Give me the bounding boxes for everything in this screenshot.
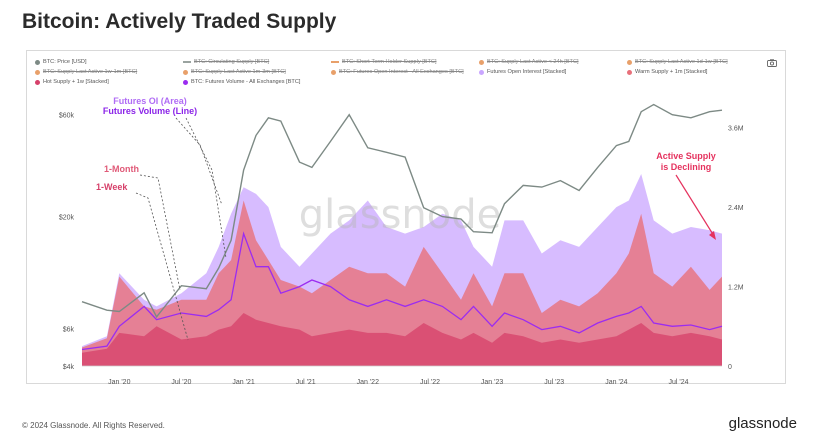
x-tick-label: Jan '20	[108, 379, 130, 386]
camera-icon[interactable]	[767, 59, 777, 67]
copyright-footer: © 2024 Glassnode. All Rights Reserved.	[22, 421, 165, 430]
legend-swatch	[183, 61, 191, 63]
legend-swatch	[35, 79, 40, 85]
legend-item[interactable]: BTC: Supply Last Active < 24h [BTC]	[479, 59, 627, 65]
legend: BTC: Price [USD] BTC: Circulating Supply …	[35, 57, 775, 87]
legend-swatch	[331, 61, 339, 63]
x-tick-label: Jul '22	[420, 379, 440, 386]
right-axis-tick-label: 1.2M	[728, 285, 744, 292]
legend-item[interactable]: BTC: Supply Last Active 1m-3m [BTC]	[183, 69, 331, 75]
legend-label: BTC: Supply Last Active 1m-3m [BTC]	[191, 69, 286, 75]
brand-logo: glassnode	[728, 415, 797, 432]
legend-swatch	[331, 69, 336, 75]
legend-swatch	[35, 59, 40, 65]
left-axis-tick-label: $60k	[59, 113, 75, 120]
x-tick-label: Jan '21	[232, 379, 254, 386]
x-tick-label: Jan '22	[357, 379, 379, 386]
legend-label: BTC: Futures Volume - All Exchanges [BTC…	[191, 79, 301, 85]
x-tick-label: Jul '24	[668, 379, 688, 386]
legend-label: BTC: Supply Last Active 1d-1w [BTC]	[635, 59, 728, 65]
x-tick-label: Jul '21	[296, 379, 316, 386]
legend-item[interactable]: BTC: Short-Term Holder Supply [BTC]	[331, 59, 479, 65]
legend-item[interactable]: BTC: Futures Volume - All Exchanges [BTC…	[183, 79, 331, 85]
annotation-active-supply-2: is Declining	[661, 162, 712, 172]
x-tick-label: Jul '23	[544, 379, 564, 386]
legend-label: Hot Supply + 1w [Stacked]	[43, 79, 109, 85]
annotation-one-month: 1-Month	[104, 164, 139, 174]
legend-row: BTC: Price [USD] BTC: Circulating Supply …	[35, 57, 775, 67]
legend-label: BTC: Price [USD]	[43, 59, 87, 65]
legend-row: BTC: Supply Last Active 1w-1m [BTC] BTC: …	[35, 67, 775, 77]
annotation-one-week: 1-Week	[96, 182, 128, 192]
legend-label: Warm Supply + 1m [Stacked]	[635, 69, 708, 75]
legend-label: BTC: Futures Open Interest - All Exchang…	[339, 69, 464, 75]
page-title: Bitcoin: Actively Traded Supply	[22, 10, 337, 33]
watermark: glassnode	[299, 192, 502, 238]
legend-item[interactable]: BTC: Supply Last Active 1w-1m [BTC]	[35, 69, 183, 75]
left-axis-tick-label: $4k	[63, 364, 75, 371]
right-axis-tick-label: 0	[728, 364, 732, 371]
legend-label: BTC: Supply Last Active 1w-1m [BTC]	[43, 69, 138, 75]
annotation-leader-one-month	[139, 174, 181, 291]
left-axis-tick-label: $6k	[63, 326, 75, 333]
annotation-active-supply-1: Active Supply	[656, 151, 716, 161]
x-tick-label: Jul '20	[171, 379, 191, 386]
legend-swatch	[627, 59, 632, 65]
right-axis-tick-label: 3.6M	[728, 126, 744, 133]
line-futures-volume	[81, 231, 723, 351]
annotation-futures-oi: Futures OI (Area)	[113, 96, 187, 106]
area-hot-supply	[82, 313, 722, 366]
legend-item[interactable]: BTC: Supply Last Active 1d-1w [BTC]	[627, 59, 775, 65]
legend-swatch	[35, 69, 40, 75]
legend-item[interactable]: BTC: Price [USD]	[35, 59, 183, 65]
legend-item[interactable]: Futures Open Interest [Stacked]	[479, 69, 627, 75]
legend-swatch	[479, 69, 484, 75]
x-tick-label: Jan '24	[605, 379, 627, 386]
annotation-arrow	[675, 174, 715, 237]
annotation-leader-oi	[175, 117, 223, 206]
annotation-futures-volume: Futures Volume (Line)	[103, 106, 197, 116]
legend-swatch	[183, 79, 188, 85]
legend-item[interactable]: BTC: Futures Open Interest - All Exchang…	[331, 69, 479, 75]
legend-swatch	[183, 69, 188, 75]
legend-item[interactable]: Hot Supply + 1w [Stacked]	[35, 79, 183, 85]
annotation-leader-volume	[185, 117, 227, 259]
legend-item[interactable]: BTC: Circulating Supply [BTC]	[183, 59, 331, 65]
legend-swatch	[479, 59, 484, 65]
legend-label: BTC: Supply Last Active < 24h [BTC]	[487, 59, 579, 65]
annotation-leader-one-week	[135, 192, 189, 341]
legend-row: Hot Supply + 1w [Stacked] BTC: Futures Vo…	[35, 77, 775, 87]
right-axis-tick-label: 2.4M	[728, 205, 744, 212]
line-btc-price	[81, 103, 723, 319]
legend-swatch	[627, 69, 632, 75]
legend-label: BTC: Circulating Supply [BTC]	[194, 59, 270, 65]
legend-label: BTC: Short-Term Holder Supply [BTC]	[342, 59, 437, 65]
x-tick-label: Jan '23	[481, 379, 503, 386]
left-axis-tick-label: $20k	[59, 215, 75, 222]
legend-label: Futures Open Interest [Stacked]	[487, 69, 567, 75]
annotation-arrowhead	[709, 231, 716, 240]
legend-item[interactable]: Warm Supply + 1m [Stacked]	[627, 69, 775, 75]
